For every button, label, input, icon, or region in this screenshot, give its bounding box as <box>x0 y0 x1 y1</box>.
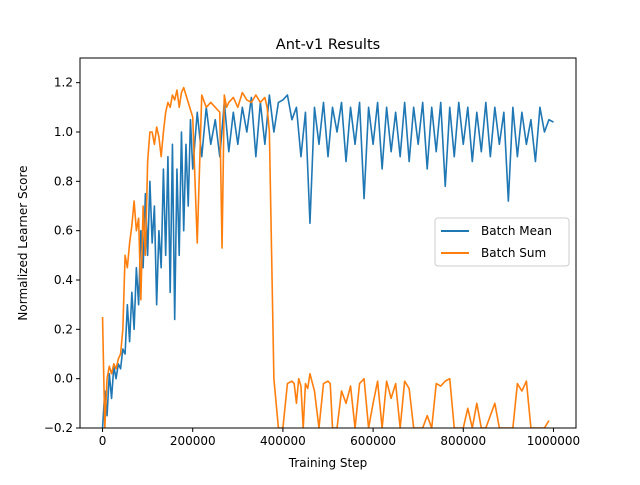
y-axis-label: Normalized Learner Score <box>16 165 30 320</box>
x-tick-label: 0 <box>99 434 107 448</box>
y-tick-label: 1.2 <box>54 76 73 90</box>
x-tick-label: 1000000 <box>527 434 580 448</box>
legend-label-batch-mean: Batch Mean <box>481 224 552 238</box>
y-axis: −0.2 0.0 0.2 0.4 0.6 0.8 1.0 1.2 <box>44 76 80 435</box>
series-line-batch-mean <box>101 94 554 428</box>
x-axis-label: Training Step <box>288 456 368 470</box>
series-line-batch-sum <box>101 86 550 428</box>
x-tick-label: 800000 <box>440 434 486 448</box>
x-tick-label: 200000 <box>170 434 216 448</box>
x-axis: 0 200000 400000 600000 800000 1000000 <box>99 428 580 448</box>
y-tick-label: 0.6 <box>54 224 73 238</box>
legend-label-batch-sum: Batch Sum <box>481 246 546 260</box>
y-tick-label: 0.4 <box>54 273 73 287</box>
x-tick-label: 400000 <box>260 434 306 448</box>
y-tick-label: 1.0 <box>54 125 73 139</box>
plot-frame <box>79 57 577 429</box>
y-tick-label: −0.2 <box>44 421 73 435</box>
chart-title: Ant-v1 Results <box>276 37 380 53</box>
y-tick-label: 0.0 <box>54 372 73 386</box>
x-tick-label: 600000 <box>350 434 396 448</box>
y-tick-label: 0.8 <box>54 174 73 188</box>
series-layer <box>101 86 554 428</box>
y-tick-label: 0.2 <box>54 322 73 336</box>
legend: Batch Mean Batch Sum <box>434 217 570 267</box>
